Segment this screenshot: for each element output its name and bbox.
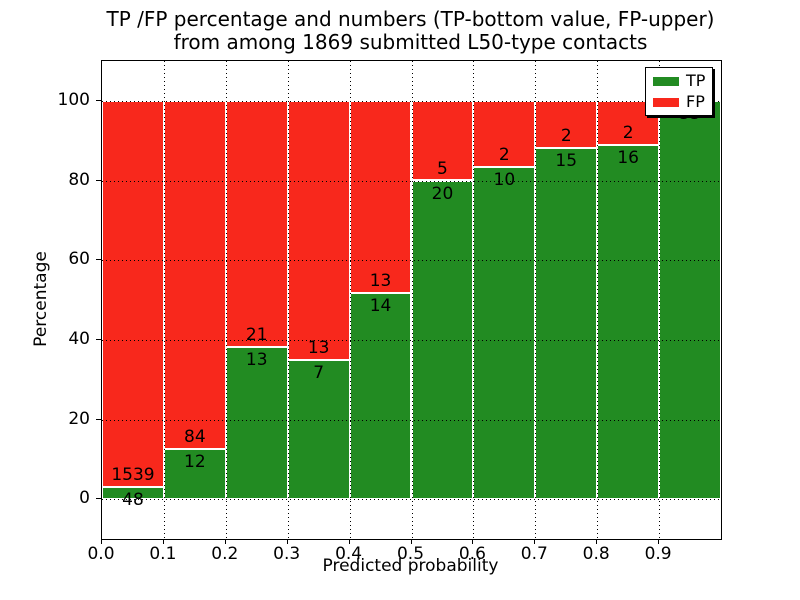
tp-count-label: 14 <box>369 295 392 316</box>
legend-swatch-tp-icon <box>653 76 679 86</box>
tp-count-label: 13 <box>245 349 268 370</box>
bar-tp-segment <box>102 487 164 500</box>
x-gridline <box>411 61 413 539</box>
y-tick-label: 80 <box>68 169 90 190</box>
legend: TP FP <box>645 67 714 116</box>
tp-count-label: 15 <box>555 150 578 171</box>
x-gridline <box>535 61 537 539</box>
chart-title-line2: from among 1869 submitted L50-type conta… <box>173 30 648 54</box>
fp-count-label: 2 <box>560 125 572 146</box>
x-gridline <box>349 61 351 539</box>
plot-area: 15394884122113137131452021021521655 <box>101 60 722 540</box>
x-tick-label: 0.0 <box>87 544 115 564</box>
y-tick-label: 20 <box>68 408 90 429</box>
y-tick-mark <box>96 418 101 420</box>
x-tick-label: 0.1 <box>149 544 177 564</box>
y-tick-label: 100 <box>57 89 90 110</box>
x-tick-mark <box>348 539 350 544</box>
tp-count-label: 12 <box>184 452 206 473</box>
legend-item-tp: TP <box>653 73 705 89</box>
fp-count-label: 13 <box>307 337 330 358</box>
bar-fp-segment <box>163 100 226 450</box>
x-tick-label: 0.5 <box>396 544 425 564</box>
fp-count-label: 5 <box>437 158 448 179</box>
x-tick-mark <box>286 539 288 544</box>
y-tick-label: 0 <box>79 488 90 509</box>
bar-labels-layer: 15394884122113137131452021021521655 <box>102 61 721 539</box>
y-tick-mark <box>96 99 101 101</box>
bar-tp-segment <box>535 147 598 500</box>
x-tick-mark <box>534 539 536 544</box>
x-gridline <box>473 61 475 539</box>
x-gridline <box>225 61 227 539</box>
x-tick-mark <box>410 539 412 544</box>
chart-title: TP /FP percentage and numbers (TP-bottom… <box>101 8 720 54</box>
x-gridline <box>659 61 661 539</box>
x-gridline <box>163 61 165 539</box>
chart-title-line1: TP /FP percentage and numbers (TP-bottom… <box>106 7 715 31</box>
x-tick-mark <box>101 539 102 544</box>
x-tick-label: 0.3 <box>273 544 301 564</box>
x-tick-mark <box>596 539 598 544</box>
bar-tp-segment <box>473 167 536 500</box>
fp-count-label: 21 <box>245 324 268 345</box>
fp-count-label: 13 <box>369 270 392 291</box>
legend-swatch-fp-icon <box>653 97 679 107</box>
y-tick-label: 60 <box>68 249 90 270</box>
x-tick-label: 0.2 <box>211 544 239 564</box>
fp-count-label: 1539 <box>111 465 155 486</box>
x-tick-label: 0.7 <box>520 544 548 564</box>
x-tick-label: 0.6 <box>458 544 486 564</box>
y-tick-mark <box>96 498 101 500</box>
tp-count-label: 7 <box>313 362 325 383</box>
x-axis-label: Predicted probability <box>322 556 499 576</box>
bar-tp-segment <box>659 100 721 500</box>
bar-fp-segment <box>102 100 164 488</box>
x-tick-label: 0.4 <box>335 544 363 564</box>
legend-label-fp: FP <box>686 92 705 111</box>
x-tick-mark <box>162 539 164 544</box>
x-tick-label: 0.9 <box>644 544 672 564</box>
legend-item-fp: FP <box>653 94 705 110</box>
y-tick-mark <box>96 338 101 340</box>
y-tick-mark <box>96 179 101 181</box>
y-tick-mark <box>96 259 101 261</box>
x-tick-label: 0.8 <box>582 544 610 564</box>
gridlines-layer <box>102 61 721 539</box>
x-tick-mark <box>224 539 226 544</box>
fp-count-label: 84 <box>184 427 206 448</box>
x-tick-mark <box>658 539 660 544</box>
fp-count-label: 2 <box>498 145 510 166</box>
bars-layer <box>102 61 721 539</box>
y-tick-label: 40 <box>68 328 90 349</box>
fp-count-label: 2 <box>622 123 634 144</box>
x-gridline <box>597 61 599 539</box>
tp-count-label: 20 <box>431 183 454 204</box>
bar-tp-segment <box>163 449 226 500</box>
tp-count-label: 48 <box>122 490 144 511</box>
bar-fp-segment <box>535 100 598 148</box>
x-gridline <box>287 61 289 539</box>
legend-label-tp: TP <box>686 71 706 90</box>
tp-count-label: 10 <box>493 170 516 191</box>
bar-fp-segment <box>287 100 350 360</box>
tp-count-label: 16 <box>617 148 639 169</box>
x-tick-mark <box>472 539 474 544</box>
